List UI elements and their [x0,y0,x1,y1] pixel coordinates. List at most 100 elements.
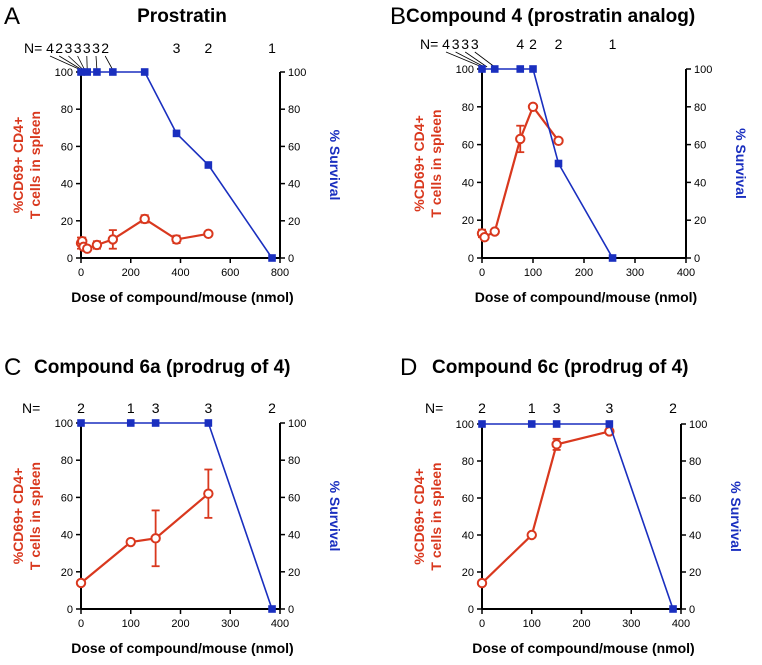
cd69-data-point [526,529,537,541]
survival-series-line [482,423,674,610]
survival-data-point [554,159,563,168]
n-count: 3 [83,40,91,56]
survival-data-point [140,68,149,76]
n-leader-line [49,55,82,71]
y-axis-label-left-line2: T cells in spleen [428,462,444,570]
y-tick-label-right: 80 [288,455,300,467]
cd69-data-point [553,135,564,147]
chart-title: Compound 4 (prostratin analog) [406,6,695,27]
cd69-series-line [481,430,610,584]
cd69-data-point [489,226,500,237]
y-tick-label-left: 20 [462,567,474,579]
x-tick-label: 800 [271,267,289,279]
y-tick-label-right: 100 [694,64,712,76]
y-tick-label-left: 100 [456,419,474,431]
y-tick-label-left: 100 [55,418,73,430]
cd69-data-point [150,533,161,544]
survival-data-point [77,68,85,76]
x-axis-label: Dose of compound/mouse (nmol) [71,640,293,656]
n-count: 3 [152,400,160,416]
cd69-data-point [203,488,214,499]
x-tick-label: 600 [221,267,239,279]
y-tick-label-left: 60 [61,492,73,504]
y-axis-label-right: % Survival [327,481,343,552]
y-tick-label-right: 20 [694,215,706,227]
y-tick-label-right: 20 [288,216,300,228]
y-tick-label-left: 80 [462,102,474,114]
survival-series-line [482,68,614,259]
survival-data-point [527,420,536,428]
y-tick-label-right: 0 [288,604,294,616]
cd69-data-point [91,239,103,251]
n-leader-line [445,51,483,68]
y-tick-label-right: 80 [288,104,300,116]
chart-title: Prostratin [137,6,227,27]
x-tick-label: 200 [122,267,140,279]
n-count: 2 [669,400,677,416]
n-count: 3 [471,36,479,52]
y-tick-label-right: 0 [288,253,294,265]
panel-letter: B [390,3,406,30]
n-leader-line [464,51,488,68]
x-axis-label: Dose of compound/mouse (nmol) [472,640,694,656]
x-tick-label: 0 [78,267,84,279]
n-count: 3 [74,40,82,56]
y-tick-label-right: 60 [288,492,300,504]
survival-data-point [204,161,213,169]
y-tick-label-right: 100 [288,67,306,79]
y-tick-label-left: 20 [61,567,73,579]
survival-data-point [478,420,486,428]
panel-b: B Compound 4 (prostratin analog)020406080… [390,3,749,305]
y-tick-label-left: 0 [468,253,474,265]
y-tick-label-left: 0 [468,604,474,616]
y-tick-label-right: 40 [288,530,300,542]
cd69-data-point [171,234,182,245]
n-count: 3 [553,400,561,416]
y-tick-label-left: 60 [462,140,474,152]
survival-data-point [77,419,85,427]
y-axis-label-left-line1: %CD69+ CD4+ [10,468,26,565]
panel-a: A Prostratin 0 20 40 60 80 100 0 20 40 60 80 100 0 200 4… [4,3,343,305]
x-tick-label: 200 [575,267,593,279]
cd69-data-point [515,133,526,145]
y-tick-label-right: 80 [689,456,701,468]
y-tick-label-right: 40 [689,530,701,542]
y-axis-label-left-line2: T cells in spleen [428,109,444,217]
cd69-data-point [551,439,562,450]
y-tick-label-left: 20 [61,216,73,228]
n-count: 2 [478,400,486,416]
y-tick-label-right: 80 [694,102,706,114]
x-axis-label: Dose of compound/mouse (nmol) [71,289,293,305]
y-axis-label-left-line1: %CD69+ CD4+ [10,117,26,214]
x-tick-label: 100 [122,618,140,630]
survival-data-point [669,605,677,613]
n-count: 4 [442,36,450,52]
y-tick-label-right: 20 [689,567,701,579]
y-axis-label-right: % Survival [728,481,744,552]
y-tick-label-left: 60 [462,493,474,505]
n-count: 2 [529,36,537,52]
y-axis-label-left-line1: %CD69+ CD4+ [411,468,427,565]
n-prefix: N= [22,400,40,416]
y-tick-label-left: 40 [462,530,474,542]
y-tick-label-right: 0 [694,253,700,265]
y-tick-label-right: 40 [288,179,300,191]
y-tick-label-left: 0 [67,604,73,616]
panel-d: D Compound 6c (prodrug of 4)0204060801000… [400,354,744,656]
n-count: 3 [92,40,100,56]
n-prefix: N= [425,400,443,416]
n-leader-line [58,55,83,71]
survival-data-point [126,419,135,427]
y-tick-label-right: 100 [689,419,707,431]
cd69-data-point [75,577,87,589]
x-tick-label: 300 [221,618,239,630]
cd69-data-point [476,577,488,589]
x-tick-label: 200 [171,618,189,630]
y-tick-label-left: 80 [61,104,73,116]
panel-letter: D [400,354,417,381]
cd69-data-point [107,234,119,245]
y-tick-label-right: 0 [689,604,695,616]
x-tick-label: 400 [672,618,690,630]
y-tick-label-left: 80 [462,456,474,468]
survival-series-line [81,422,273,610]
